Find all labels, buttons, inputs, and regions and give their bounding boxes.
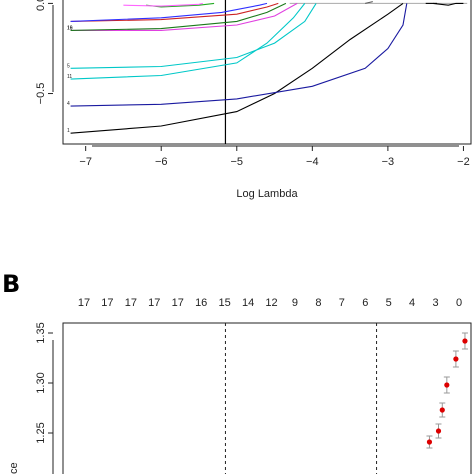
- cv-point-4: [452, 350, 459, 368]
- panel-a-frame: [62, 0, 472, 145]
- curve-label-4: 4: [67, 101, 70, 107]
- top-axis-label: 17: [125, 297, 137, 309]
- cv-point-5: [461, 332, 468, 350]
- cv-point-marker: [453, 356, 459, 362]
- panel-b-cross-validation: B 17 17 17 17 17 16 15 14 12 9 8 7 6 5 4 3 0 1.25 1.30 1.3…: [2, 270, 472, 474]
- coefficient-path-3: [70, 3, 306, 80]
- panel-a-series: [70, 1, 464, 134]
- y-tick-label: 0.0: [35, 0, 47, 11]
- top-axis-label: 16: [195, 297, 207, 309]
- panel-b-label: B: [2, 270, 20, 298]
- top-axis-label: 0: [456, 297, 462, 309]
- curve-label-16: 16: [67, 25, 73, 31]
- coefficient-path-11: [365, 1, 373, 4]
- panel-b-reference-lines: [224, 323, 378, 474]
- panel-b-top-axis: 17 17 17 17 17 16 15 14 12 9 8 7 6 5 4 3 0: [78, 297, 462, 309]
- y-tick-label: −0.5: [35, 83, 47, 105]
- coefficient-path-12: [433, 2, 464, 6]
- panel-b-y-axis-title: ce: [8, 462, 20, 474]
- top-axis-label: 9: [292, 297, 298, 309]
- top-axis-label: 17: [172, 297, 184, 309]
- y-tick-label: 1.35: [35, 322, 47, 343]
- coefficient-path-0: [70, 2, 404, 134]
- curve-label-11: 11: [67, 74, 72, 80]
- cv-point-marker: [462, 338, 468, 344]
- cv-point-marker: [435, 428, 442, 434]
- x-tick-label: −3: [382, 156, 395, 168]
- x-tick-label: −2: [457, 156, 470, 168]
- x-tick-label: −6: [155, 156, 168, 168]
- top-axis-label: 12: [265, 297, 277, 309]
- top-axis-label: 14: [242, 297, 254, 309]
- panel-a-y-axis: 0.0 −0.5: [35, 0, 54, 105]
- top-axis-label: 17: [101, 297, 113, 309]
- panel-b-frame: [62, 322, 472, 474]
- panel-a-x-axis-title: Log Lambda: [236, 188, 298, 200]
- top-axis-label: 4: [409, 297, 415, 309]
- cv-point-marker: [426, 439, 433, 445]
- top-axis-label: 17: [78, 297, 90, 309]
- coefficient-path-4: [70, 2, 298, 31]
- coefficient-path-5: [70, 2, 287, 31]
- top-axis-label: 5: [386, 297, 392, 309]
- top-axis-label: 17: [148, 297, 160, 309]
- top-axis-label: 15: [218, 297, 230, 309]
- y-tick-label: 1.25: [35, 422, 47, 443]
- x-tick-label: −5: [231, 156, 244, 168]
- panel-b-points: [426, 332, 468, 449]
- panel-b-y-axis: 1.25 1.30 1.35: [35, 322, 54, 474]
- cv-point-0: [426, 435, 433, 449]
- curve-label-19: 19: [67, 25, 73, 31]
- coefficient-path-9: [123, 2, 203, 7]
- cv-point-3: [443, 376, 450, 394]
- cv-point-1: [435, 423, 442, 439]
- coefficient-path-1: [70, 3, 408, 107]
- curve-label-1: 1: [67, 128, 70, 134]
- top-axis-label: 6: [362, 297, 368, 309]
- x-tick-label: −4: [306, 156, 319, 168]
- top-axis-label: 8: [315, 297, 321, 309]
- cv-point-marker: [439, 407, 445, 413]
- coefficient-path-6: [70, 2, 279, 22]
- x-tick-label: −7: [79, 156, 92, 168]
- top-axis-label: 7: [339, 297, 345, 309]
- coefficient-path-7: [70, 2, 268, 22]
- y-tick-label: 1.30: [35, 372, 47, 393]
- cv-point-marker: [444, 382, 450, 388]
- top-axis-label: 3: [433, 297, 439, 309]
- cv-point-2: [439, 402, 446, 418]
- curve-label-5: 5: [67, 63, 70, 69]
- panel-a-x-axis: −7 −6 −5 −4 −3 −2: [79, 145, 470, 168]
